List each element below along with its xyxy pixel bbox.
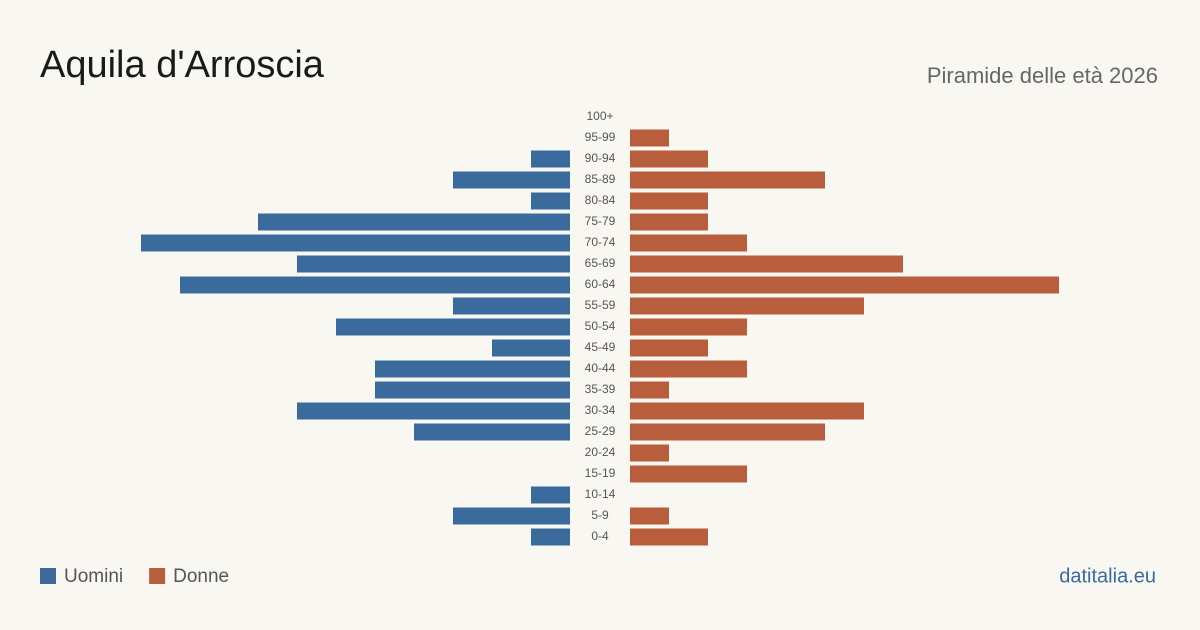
age-label: 10-14	[585, 487, 616, 501]
age-label: 55-59	[585, 298, 616, 312]
legend-swatch	[40, 568, 56, 584]
bar	[531, 150, 570, 168]
bar	[630, 150, 708, 168]
age-label: 65-69	[585, 256, 616, 270]
chart-subtitle: Piramide delle età 2026	[927, 63, 1158, 88]
bar	[630, 234, 747, 252]
age-label: 40-44	[585, 361, 616, 375]
bar	[141, 234, 570, 252]
bar	[531, 192, 570, 210]
bar	[375, 360, 570, 378]
age-label: 80-84	[585, 193, 616, 207]
bar	[630, 129, 669, 147]
bar	[453, 297, 570, 315]
bar	[375, 381, 570, 399]
bar	[297, 255, 570, 273]
age-label: 15-19	[585, 466, 616, 480]
bar	[630, 318, 747, 336]
bar	[630, 339, 708, 357]
bar	[630, 465, 747, 483]
bar	[453, 171, 570, 189]
age-label: 30-34	[585, 403, 616, 417]
chart-title: Aquila d'Arroscia	[40, 44, 325, 86]
bar	[630, 528, 708, 546]
bar	[453, 507, 570, 525]
bar	[336, 318, 570, 336]
bar	[531, 486, 570, 504]
legend-swatch	[149, 568, 166, 584]
bar	[630, 360, 747, 378]
bar	[258, 213, 570, 231]
age-label: 60-64	[585, 277, 616, 291]
age-label: 85-89	[585, 172, 616, 186]
bar	[630, 297, 864, 315]
age-label: 75-79	[585, 214, 616, 228]
bar	[630, 402, 864, 420]
bar	[180, 276, 570, 294]
bar	[630, 276, 1059, 294]
bar	[297, 402, 570, 420]
age-label: 95-99	[585, 130, 616, 144]
source: datitalia.eu	[1059, 565, 1156, 587]
bar	[630, 381, 669, 399]
age-label: 70-74	[585, 235, 616, 249]
bar	[531, 528, 570, 546]
legend-label: Uomini	[64, 566, 123, 587]
age-label: 5-9	[591, 508, 609, 522]
age-label: 25-29	[585, 424, 616, 438]
bar	[630, 255, 903, 273]
bar	[492, 339, 570, 357]
bar	[630, 171, 825, 189]
age-label: 100+	[586, 109, 613, 123]
bar	[630, 192, 708, 210]
bar	[630, 423, 825, 441]
age-label: 20-24	[585, 445, 616, 459]
legend-label: Donne	[173, 566, 229, 587]
age-label: 0-4	[591, 529, 609, 543]
age-label: 35-39	[585, 382, 616, 396]
age-label: 45-49	[585, 340, 616, 354]
age-label: 50-54	[585, 319, 616, 333]
age-label: 90-94	[585, 151, 616, 165]
bar	[630, 213, 708, 231]
bar	[630, 507, 669, 525]
bar	[414, 423, 570, 441]
bar	[630, 444, 669, 462]
